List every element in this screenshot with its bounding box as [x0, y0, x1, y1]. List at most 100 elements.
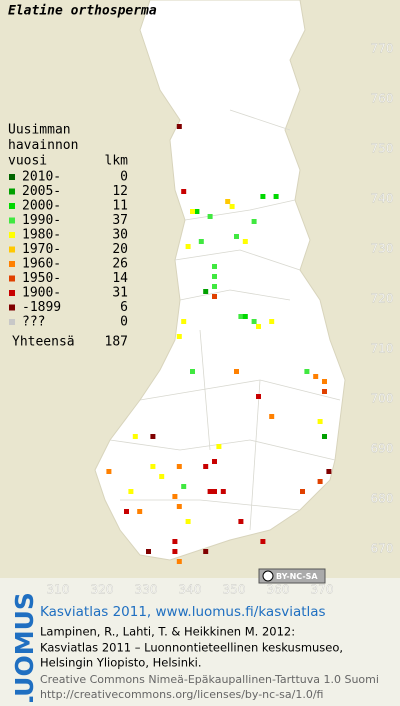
- observation-square: [269, 414, 275, 419]
- legend-swatch: [9, 188, 15, 195]
- x-tick-label: 350: [223, 583, 246, 597]
- observation-square: [176, 504, 182, 509]
- legend-label: 1970-: [22, 242, 61, 257]
- observation-square: [234, 234, 239, 239]
- observation-square: [203, 464, 209, 469]
- observation-square: [176, 124, 182, 129]
- citation-line: Kasviatlas 2011 – Luonnontieteellinen ke…: [40, 641, 343, 655]
- observation-square: [176, 334, 182, 339]
- legend-count: 0: [120, 315, 128, 330]
- badge-box: [258, 568, 326, 584]
- legend-swatch: [9, 319, 15, 325]
- observation-square: [269, 319, 275, 324]
- observation-square: [146, 549, 151, 554]
- legend-count: 31: [112, 286, 128, 301]
- observation-square: [172, 549, 178, 554]
- license-badge: BY-NC-SA: [258, 568, 326, 584]
- observation-square: [242, 314, 248, 319]
- y-tick-label: 690: [371, 442, 394, 456]
- legend-swatch: [9, 203, 15, 209]
- legend-total: 187: [105, 335, 128, 350]
- grid-labels: 310 320 330 340 350 360 3706706806907007107207…: [46, 41, 394, 597]
- observation-square: [256, 394, 261, 399]
- legend-count: 0: [120, 170, 128, 185]
- observation-square: [322, 389, 327, 394]
- observation-square: [194, 209, 200, 214]
- headline: Kasviatlas 2011, www.luomus.fi/kasviatla…: [40, 604, 326, 620]
- observation-square: [212, 274, 217, 279]
- observation-square: [207, 214, 213, 219]
- observation-square: [172, 494, 178, 499]
- y-tick-label: 760: [371, 92, 394, 106]
- x-tick-label: 310: [47, 583, 70, 597]
- legend-count: 20: [112, 242, 128, 257]
- observation-square: [181, 189, 187, 194]
- legend-total-label: Yhteensä: [12, 335, 75, 350]
- observation-square: [212, 284, 217, 289]
- legend-count: 6: [120, 300, 128, 315]
- observation-square: [216, 444, 222, 449]
- observation-square: [260, 194, 266, 199]
- observation-squares: [106, 124, 332, 564]
- observation-square: [124, 509, 129, 514]
- region-borders: [109, 109, 341, 531]
- legend-label: 1960-: [22, 257, 61, 272]
- observation-square: [304, 369, 310, 374]
- title: Elatine orthosperma: [8, 4, 157, 19]
- observation-square: [132, 434, 138, 439]
- legend-label: -1899: [22, 300, 61, 315]
- legend-count: 37: [112, 213, 128, 228]
- observation-square: [176, 559, 182, 564]
- legend-swatch: [9, 304, 15, 311]
- x-tick-label: 360: [267, 583, 290, 597]
- observation-square: [225, 199, 231, 204]
- observation-square: [106, 469, 112, 474]
- legend-header: havainnon: [8, 138, 78, 153]
- observation-square: [273, 194, 279, 199]
- finland-outline: [94, 0, 346, 561]
- legend-label: 2005-: [22, 184, 61, 199]
- observation-square: [128, 489, 134, 494]
- observation-square: [137, 509, 143, 514]
- observation-square: [238, 314, 244, 319]
- observation-square: [190, 209, 195, 214]
- legend-swatch: [9, 261, 15, 267]
- y-tick-label: 770: [371, 42, 394, 56]
- observation-square: [207, 489, 213, 494]
- observation-square: [203, 549, 209, 554]
- observation-square: [313, 374, 319, 379]
- observation-square: [322, 434, 327, 439]
- observation-square: [212, 294, 217, 299]
- license-line: http://creativecommons.org/licenses/by-n…: [40, 688, 323, 701]
- legend-swatch: [9, 246, 15, 253]
- observation-square: [238, 519, 244, 524]
- observation-square: [242, 239, 248, 244]
- x-tick-label: 370: [311, 583, 334, 597]
- observation-square: [229, 204, 235, 209]
- y-tick-label: 700: [371, 392, 394, 406]
- legend-label: 1980-: [22, 228, 61, 243]
- license-line: Creative Commons Nimeä-Epäkaupallinen-Ta…: [40, 673, 379, 686]
- observation-square: [212, 264, 217, 269]
- x-tick-label: 320: [91, 583, 114, 597]
- legend-count: 30: [112, 228, 128, 243]
- observation-square: [185, 244, 191, 249]
- observation-square: [198, 239, 204, 244]
- observation-square: [176, 464, 182, 469]
- observation-square: [150, 464, 156, 469]
- y-tick-label: 670: [371, 542, 394, 556]
- legend-swatch: [9, 217, 15, 224]
- observation-square: [212, 459, 217, 464]
- legend-count: 11: [112, 199, 128, 214]
- observation-square: [251, 319, 257, 324]
- citation-line: Lampinen, R., Lahti, T. & Heikkinen M. 2…: [40, 625, 295, 639]
- y-tick-label: 750: [371, 142, 394, 156]
- badge-text: BY-NC-SA: [276, 572, 318, 581]
- legend-header: vuosi: [8, 154, 47, 169]
- y-tick-label: 740: [371, 192, 394, 206]
- observation-square: [159, 474, 165, 479]
- logo: LUOMUS: [10, 592, 39, 702]
- observation-square: [190, 369, 195, 374]
